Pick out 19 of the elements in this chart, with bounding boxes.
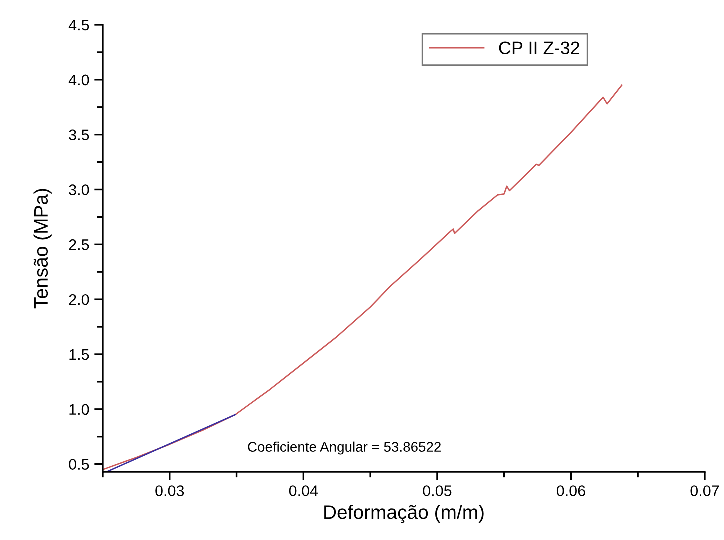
x-tick-label: 0.07: [690, 486, 720, 496]
y-tick-label: 4.0: [68, 74, 90, 86]
y-tick-label: 0.5: [69, 459, 90, 470]
y-tick-label: 3.5: [69, 130, 90, 141]
x-tick-label: 0.03: [156, 486, 184, 496]
annotation: Coeficiente Angular = 53.86522: [248, 442, 441, 455]
y-tick-label: 1.5: [70, 350, 90, 360]
y-axis-title: Tensão (MPa): [34, 189, 52, 309]
y-tick-label: 4.5: [68, 20, 90, 31]
y-tick-label: 1.0: [70, 404, 90, 416]
x-tick-label: 0.05: [423, 486, 452, 496]
y-tick-label: 2.5: [69, 240, 90, 250]
y-tick-label: 3.0: [69, 184, 90, 196]
line-series: [103, 84, 623, 470]
x-tick-label: 0.04: [289, 486, 318, 496]
x-tick-label: 0.06: [556, 486, 586, 496]
legend-label: CP II Z-32: [499, 42, 580, 55]
x-axis-title: Deformação (m/m): [324, 504, 484, 524]
y-tick-label: 2.0: [69, 294, 90, 306]
